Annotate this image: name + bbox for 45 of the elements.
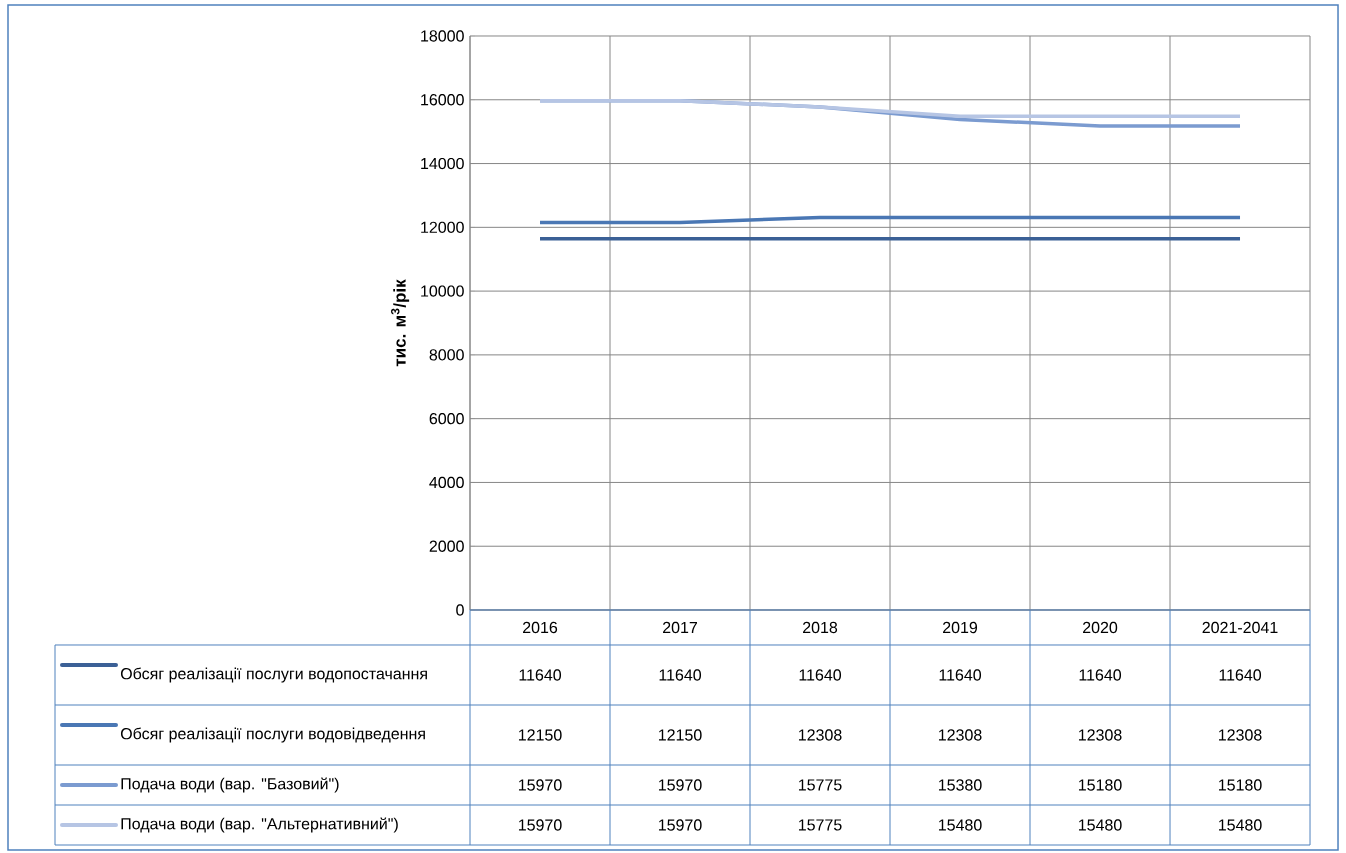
y-tick-label: 2000 [429, 540, 464, 552]
x-tick-label: 2019 [943, 621, 978, 634]
data-label: 15970 [658, 779, 702, 791]
legend-label: Подача води (вар. "Базовий") [121, 777, 339, 793]
data-label: 15775 [798, 779, 842, 791]
data-label: 12150 [658, 729, 702, 741]
data-label: 15180 [1218, 779, 1262, 791]
y-tick-label: 6000 [429, 413, 464, 425]
y-axis-title: тис. м$^{3}$/рік [391, 279, 410, 367]
x-tick-label: 2020 [1083, 621, 1118, 634]
legend-label: Подача води (вар. "Альтернативний") [121, 817, 398, 833]
data-label: 15970 [518, 819, 562, 831]
data-label: 11640 [939, 669, 982, 681]
data-label: 12308 [1078, 729, 1122, 741]
data-label: 15380 [938, 779, 982, 791]
data-label: 11640 [519, 669, 562, 681]
data-label: 11640 [659, 669, 702, 681]
data-label: 15970 [518, 779, 562, 791]
y-tick-label: 14000 [421, 157, 464, 170]
data-label: 11640 [799, 669, 842, 681]
data-label: 15480 [1218, 819, 1262, 831]
data-label: 11640 [1079, 669, 1122, 681]
data-label: 15970 [658, 819, 702, 831]
x-tick-label: 2017 [663, 621, 697, 634]
data-label: 12308 [1218, 729, 1262, 741]
data-label: 15775 [798, 819, 842, 831]
legend-label: Обсяг реалізації послуги водопостачання [120, 667, 427, 683]
y-tick-label: 16000 [421, 94, 464, 106]
data-label: 12150 [518, 729, 562, 741]
x-tick-label: 2021-2041 [1202, 621, 1278, 634]
y-tick-label: 10000 [421, 285, 464, 297]
y-tick-label: 12000 [421, 221, 464, 233]
y-tick-label: 8000 [429, 349, 464, 361]
data-label: 12308 [938, 729, 982, 741]
legend-label: Обсяг реалізації послуги водовідведення [120, 727, 425, 743]
data-label: 15480 [1078, 819, 1122, 831]
data-label: 15180 [1078, 779, 1122, 791]
y-tick-label: 4000 [429, 476, 464, 489]
data-label: 11640 [1219, 669, 1262, 681]
y-tick-label: 0 [456, 604, 464, 616]
y-tick-label: 18000 [421, 30, 464, 42]
data-label: 15480 [938, 819, 982, 831]
x-tick-label: 2018 [803, 621, 838, 634]
x-tick-label: 2016 [523, 621, 558, 634]
data-label: 12308 [798, 729, 842, 741]
